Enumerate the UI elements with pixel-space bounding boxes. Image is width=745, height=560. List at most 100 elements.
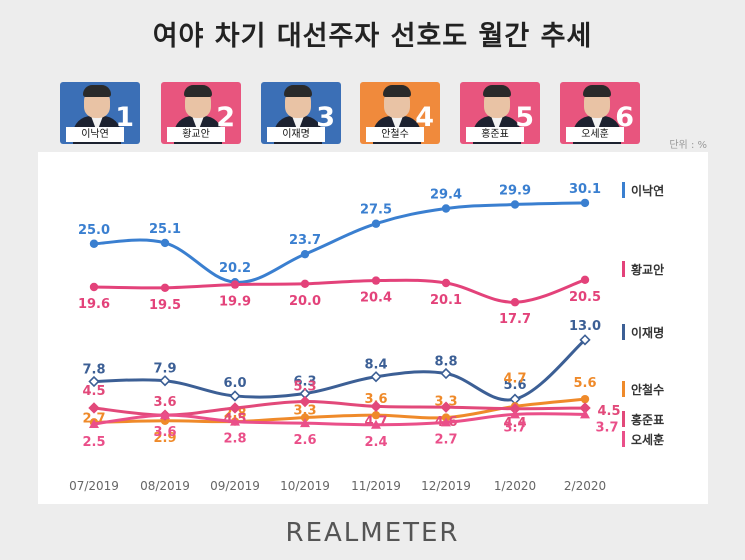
data-point [160, 283, 170, 293]
data-label: 20.0 [289, 294, 321, 309]
data-point [371, 219, 381, 228]
data-point [371, 276, 381, 285]
data-label: 20.2 [219, 261, 251, 276]
data-label: 5.6 [573, 376, 596, 391]
data-label: 19.9 [219, 295, 251, 310]
x-tick-label: 07/2019 [69, 479, 119, 493]
data-point [160, 410, 170, 420]
data-point [300, 413, 310, 422]
portrait-hair [284, 85, 312, 97]
data-label: 29.4 [430, 188, 462, 203]
data-label: 19.5 [149, 298, 181, 313]
x-tick-label: 1/2020 [494, 479, 536, 493]
x-tick-label: 09/2019 [210, 479, 260, 493]
legend-marker [622, 431, 625, 447]
legend-label: 황교안 [631, 262, 664, 277]
data-point [88, 375, 100, 388]
x-tick-label: 10/2019 [280, 479, 330, 493]
legend-label: 안철수 [631, 382, 664, 397]
data-label: 3.7 [503, 420, 526, 435]
data-point [89, 239, 99, 248]
data-point [299, 395, 311, 408]
data-point [440, 367, 452, 380]
data-point [370, 400, 382, 413]
data-label: 17.7 [499, 312, 531, 327]
data-point [580, 409, 590, 419]
data-point [89, 418, 99, 428]
portrait-hair [184, 85, 212, 97]
candidate-name: 안철수 [366, 127, 424, 142]
data-label: 4.7 [503, 371, 526, 386]
data-label: 2.6 [293, 433, 316, 448]
data-label: 25.0 [78, 223, 110, 238]
data-label: 2.8 [223, 407, 246, 422]
x-tick-label: 11/2019 [351, 479, 401, 493]
candidate-card-5: 5 홍준표 [460, 82, 540, 144]
portrait-hair [483, 85, 511, 97]
data-point [229, 390, 241, 402]
data-label: 2.4 [364, 435, 387, 450]
data-label: 27.5 [360, 203, 392, 218]
series-line-1 [92, 201, 587, 284]
chart-title: 여야 차기 대선주자 선호도 월간 추세 [152, 21, 593, 52]
data-label: 4.5 [597, 404, 620, 419]
data-point [230, 280, 240, 289]
data-label: 2.8 [223, 432, 246, 447]
data-label: 20.4 [360, 291, 392, 306]
data-point [580, 394, 590, 404]
data-point [370, 371, 382, 383]
data-point [441, 278, 451, 288]
data-label: 8.8 [434, 355, 457, 370]
data-point [229, 402, 241, 414]
data-label: 7.9 [153, 362, 176, 377]
data-label: 5.6 [503, 378, 526, 393]
candidate-rank: 3 [316, 102, 335, 133]
series-line-2 [92, 278, 587, 304]
candidate-name: 이낙연 [66, 127, 124, 142]
portrait-hair [583, 85, 611, 97]
candidate-name: 홍준표 [466, 127, 524, 142]
series-line-6 [92, 412, 587, 427]
data-label: 20.1 [430, 293, 462, 308]
data-label: 3.7 [595, 420, 618, 435]
x-tick-label: 08/2019 [140, 479, 190, 493]
candidate-card-2: 2 황교안 [161, 82, 241, 144]
data-label: 3.6 [153, 395, 176, 410]
legend-marker [622, 381, 625, 397]
data-point [300, 249, 310, 259]
chart-panel: 25.0 25.1 20.2 23.7 27.5 29.4 29.9 30.1 19.6 19.5… [38, 152, 708, 504]
data-point [89, 282, 99, 292]
data-point [441, 204, 451, 213]
candidate-card-1: 1 이낙연 [60, 82, 140, 144]
candidate-rank: 6 [615, 102, 634, 133]
data-label: 30.1 [569, 182, 601, 197]
data-point [580, 275, 590, 284]
data-label: 19.6 [78, 297, 110, 312]
legend-label: 오세훈 [631, 432, 664, 447]
legend-label: 이재명 [631, 325, 664, 340]
data-point [300, 418, 310, 428]
data-label: 2.7 [434, 432, 457, 447]
data-point [441, 417, 451, 427]
line-chart: 25.0 25.1 20.2 23.7 27.5 29.4 29.9 30.1 19.6 19.5… [69, 182, 664, 493]
candidate-name: 오세훈 [566, 127, 624, 142]
data-label: 5.3 [293, 380, 316, 395]
candidate-rank: 1 [115, 102, 134, 133]
data-point [159, 375, 171, 387]
portrait-hair [83, 85, 111, 97]
data-point [230, 416, 240, 426]
data-point [371, 419, 381, 429]
data-label: 23.7 [289, 233, 321, 248]
data-label: 3.6 [153, 425, 176, 440]
legend-marker [622, 411, 625, 427]
data-point [371, 410, 381, 420]
legend-label: 홍준표 [631, 412, 664, 427]
legend-marker [622, 324, 625, 340]
data-point [160, 238, 170, 248]
candidate-rank: 4 [415, 102, 434, 133]
data-point [580, 198, 590, 208]
portrait-hair [383, 85, 411, 97]
legend-label: 이낙연 [631, 183, 664, 198]
data-point [88, 402, 100, 414]
candidate-card-4: 4 안철수 [360, 82, 440, 144]
